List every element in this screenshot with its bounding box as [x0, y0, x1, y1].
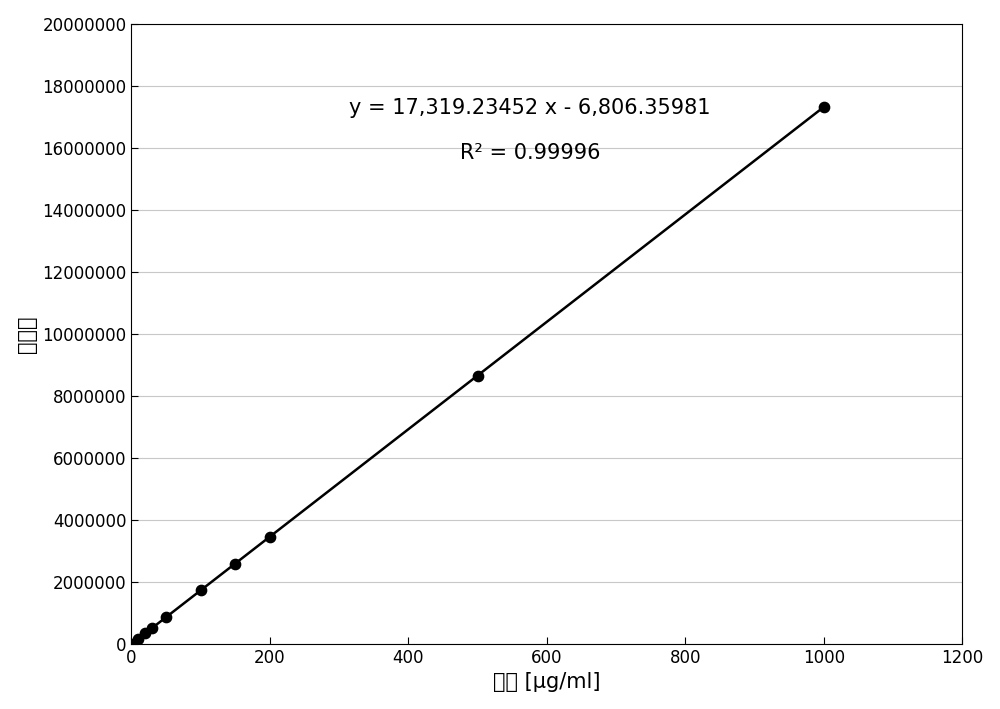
Point [144, 623, 160, 634]
Point [137, 627, 153, 639]
Point [123, 639, 139, 650]
X-axis label: 浓度 [μg/ml]: 浓度 [μg/ml] [493, 672, 601, 692]
Text: y = 17,319.23452 x - 6,806.35981: y = 17,319.23452 x - 6,806.35981 [349, 98, 711, 118]
Point [130, 633, 146, 644]
Text: R² = 0.99996: R² = 0.99996 [460, 143, 600, 163]
Point [158, 612, 174, 623]
Point [816, 101, 832, 113]
Point [470, 370, 486, 381]
Point [227, 558, 243, 569]
Y-axis label: 峰面积: 峰面积 [17, 315, 37, 352]
Point [193, 585, 209, 596]
Point [262, 531, 278, 542]
